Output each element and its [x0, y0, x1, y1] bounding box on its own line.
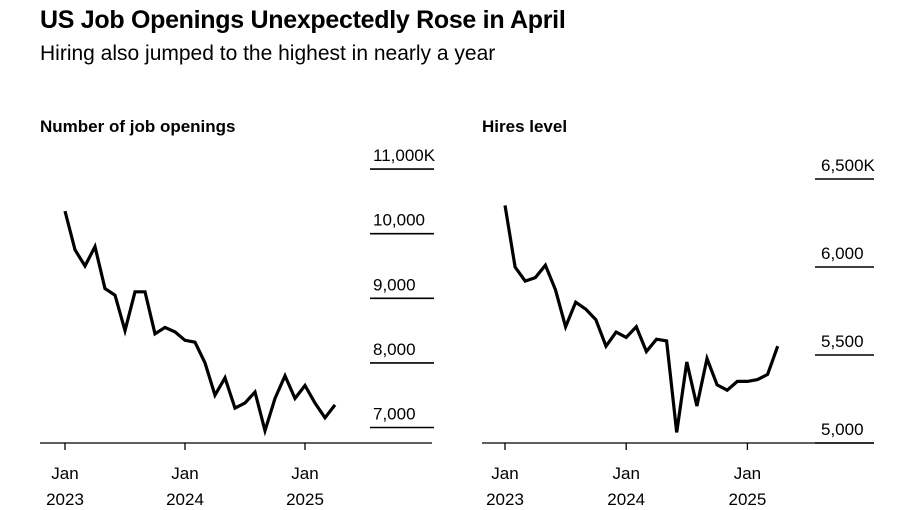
openings-xtick-label-year: 2025	[286, 490, 324, 509]
openings-xtick-label-month: Jan	[51, 464, 78, 483]
openings-xtick-label-year: 2024	[166, 490, 204, 509]
hires-ytick-label: 5,000	[821, 420, 864, 439]
openings-ytick-label: 7,000	[373, 405, 416, 424]
hires-xtick-label-month: Jan	[612, 464, 639, 483]
openings-ytick-label: 8,000	[373, 340, 416, 359]
openings-ytick-label: 9,000	[373, 275, 416, 294]
hires-xtick-label-month: Jan	[491, 464, 518, 483]
hires-xtick-label-year: 2024	[607, 490, 645, 509]
chart-subtitle: Hiring also jumped to the highest in nea…	[40, 42, 496, 65]
panel-title-hires: Hires level	[482, 117, 568, 136]
openings-xtick-label-month: Jan	[291, 464, 318, 483]
openings-ytick-label: 10,000	[373, 211, 425, 230]
hires-ytick-label: 5,500	[821, 332, 864, 351]
hires-series-line	[503, 205, 780, 433]
hires-ytick-label: 6,000	[821, 244, 864, 263]
hires-xtick-label-month: Jan	[734, 464, 761, 483]
hires-xtick-label-year: 2025	[728, 490, 766, 509]
hires-ytick-label: 6,500K	[821, 156, 876, 175]
openings-xtick-label-month: Jan	[171, 464, 198, 483]
panel-title-job-openings: Number of job openings	[40, 117, 236, 136]
openings-ytick-label: 11,000K	[373, 146, 436, 165]
openings-series-line	[63, 210, 337, 437]
hires-xtick-label-year: 2023	[486, 490, 524, 509]
chart-title: US Job Openings Unexpectedly Rose in Apr…	[40, 6, 566, 34]
openings-xtick-label-year: 2023	[46, 490, 84, 509]
